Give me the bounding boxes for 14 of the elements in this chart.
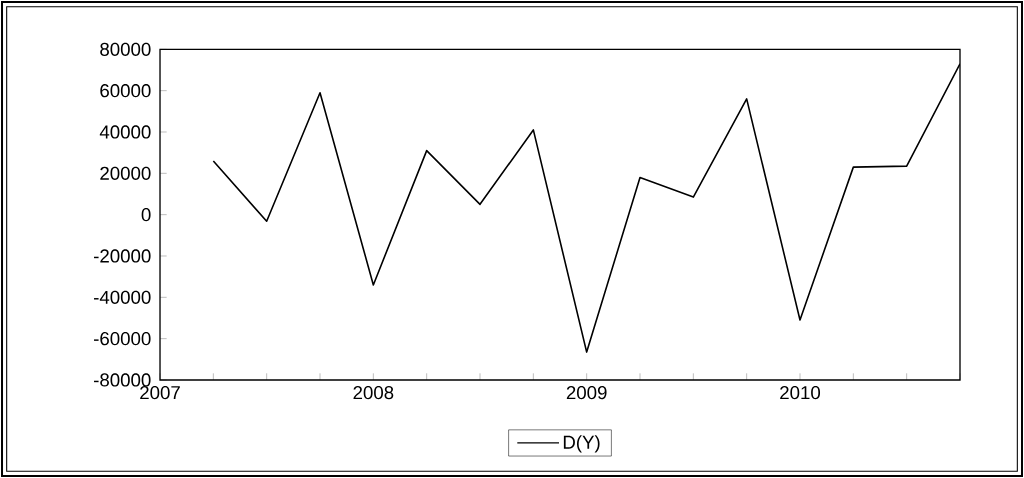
y-tick-label: -60000 xyxy=(94,332,151,346)
legend-label: D(Y) xyxy=(563,435,600,453)
y-tick-label: -40000 xyxy=(94,290,151,304)
y-tick-label: 0 xyxy=(141,208,151,222)
y-tick-label: -20000 xyxy=(94,249,151,263)
y-tick-label: -80000 xyxy=(94,373,151,387)
x-tick-label: 2009 xyxy=(566,386,607,400)
y-tick-label: 60000 xyxy=(100,84,151,98)
y-tick-label: 20000 xyxy=(100,166,151,180)
x-tick-label: 2010 xyxy=(780,386,821,400)
x-tick-label: 2008 xyxy=(353,386,394,400)
x-tick-label: 2007 xyxy=(140,386,180,400)
y-tick-label: 80000 xyxy=(100,42,151,56)
y-tick-label: 40000 xyxy=(99,125,151,139)
